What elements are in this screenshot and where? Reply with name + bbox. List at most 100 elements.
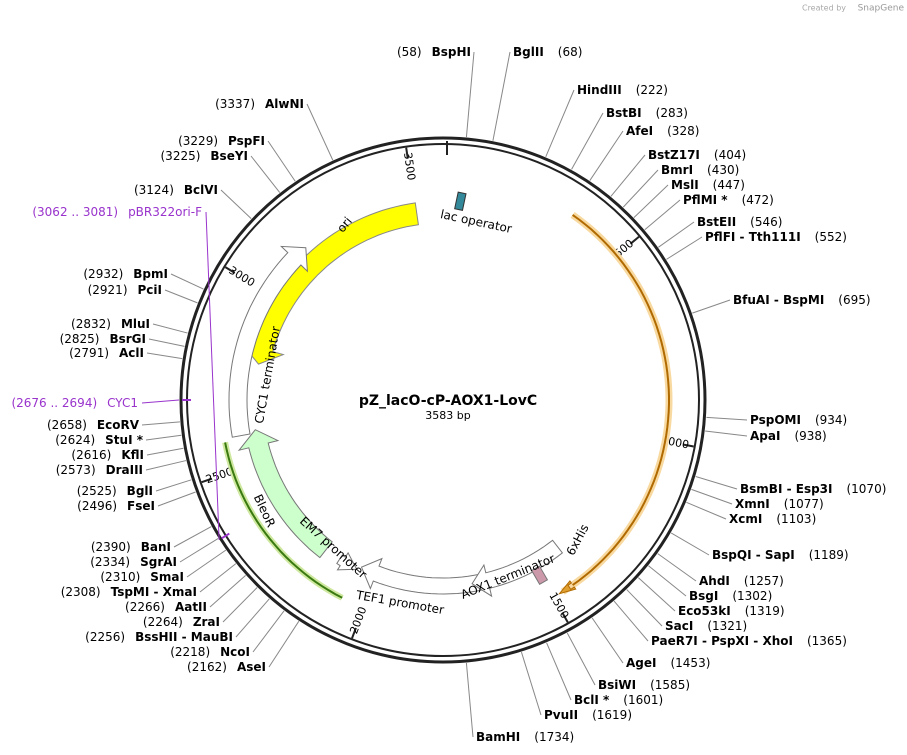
site-label: BfuAI - BspMI (695) [733,293,871,307]
site-name: SmaI [150,570,184,584]
leader-line [622,169,659,208]
tick-mark [682,443,694,448]
tick-mark [351,627,357,639]
leader-line [205,211,220,540]
leader-line [267,140,296,182]
site-name: BclI * [574,693,610,707]
site-label: BstEII (546) [697,215,782,229]
site-position: (1453) [670,656,710,670]
site-name: AhdI [699,574,730,588]
site-name: MslI [671,178,699,192]
lovc-head [558,580,577,595]
leader-line [566,632,596,686]
site-name: BstBI [606,106,642,120]
site-label: BstBI (283) [606,106,688,120]
tick-mark [629,236,640,245]
site-label: HindIII (222) [577,83,668,97]
site-name: PspFI [228,134,265,148]
leader-line [146,447,184,456]
site-label: MslI (447) [671,178,745,192]
site-label: (3337) AlwNI [215,97,304,111]
site-position: (2310) [100,570,140,584]
site-name: BclVI [184,183,218,197]
site-name: XmnI [735,497,770,511]
leader-line [637,577,676,612]
site-position: (1077) [784,497,824,511]
site-name: BstEII [697,215,736,229]
site-name: TspMI - XmaI [111,585,197,599]
leader-line [546,642,572,701]
site-name: PaeR7I - PspXI - XhoI [651,634,793,648]
site-position: (1070) [846,482,886,496]
site-name: StuI * [105,433,144,447]
site-label: ApaI (938) [750,429,827,443]
created-by: Created by [802,4,846,13]
site-position: (2525) [77,484,117,498]
leader-line [666,236,703,260]
site-position: (447) [713,178,745,192]
site-label: PflFI - Tth111I (552) [705,230,847,244]
leader-line [252,610,285,653]
site-label: (2791) AclI [69,346,144,360]
leader-line [610,154,646,197]
site-name: BspQI - SapI [712,548,795,562]
site-name: BsgI [689,589,718,603]
site-name: BanI [141,540,171,554]
site-label: PvuII (1619) [544,708,632,722]
site-position: (2162) [187,660,227,674]
leader-line [145,434,182,441]
site-label: BmrI (430) [661,163,739,177]
site-position: (2266) [125,600,165,614]
site-name: HindIII [577,83,622,97]
site-position: (2658) [47,418,87,432]
site-label: (2573) DraIII [56,463,143,477]
site-label: BstZ17I (404) [648,148,746,162]
site-label: (2932) BpmI [83,267,168,281]
site-position: (1321) [707,619,747,633]
brand: SnapGene [858,4,905,14]
site-label: (2264) ZraI [143,615,220,629]
site-label: (2658) EcoRV [47,418,140,432]
site-label: Eco53kI (1319) [678,604,785,618]
site-label: BsiWI (1585) [598,678,690,692]
site-name: AlwNI [265,97,304,111]
leader-line [141,399,180,404]
bleor-arrow [237,429,333,559]
site-label: (2832) MluI [71,317,150,331]
site-name: BglI [127,484,153,498]
leader-line [520,651,542,716]
site-position: (2921) [88,283,128,297]
tick-mark [224,266,236,274]
site-name: BstZ17I [648,148,700,162]
leader-line [222,587,258,623]
leader-line [686,501,727,520]
site-position: (1585) [650,678,690,692]
site-label: (2496) FseI [77,499,155,513]
site-label: (2624) StuI * [55,433,143,447]
leader-line [648,565,687,597]
site-name: Eco53kI [678,604,731,618]
site-position: (1302) [732,589,772,603]
site-position: (2573) [56,463,96,477]
site-name: BspHI [432,45,471,59]
leader-line [613,600,649,642]
site-name: PflMI * [683,193,728,207]
site-position: (328) [667,124,699,138]
site-position: (3229) [178,134,218,148]
site-name: BssHII - MauBI [135,630,233,644]
site-name: ApaI [750,429,780,443]
primer-label: (2676 .. 2694) CYC1 [11,396,138,410]
primer-label: (3062 .. 3081) pBR322ori-F [32,205,202,219]
leader-line [691,488,733,505]
leader-line [706,416,748,421]
site-label: (2218) NcoI [170,645,250,659]
leader-line [146,352,183,360]
leader-line [626,589,663,627]
site-position: (404) [714,148,746,162]
site-position: (430) [707,163,739,177]
leader-line [209,574,246,608]
site-label: PflMI * (472) [683,193,774,207]
tick-label: 2000 [347,605,369,636]
site-position: (938) [794,429,826,443]
